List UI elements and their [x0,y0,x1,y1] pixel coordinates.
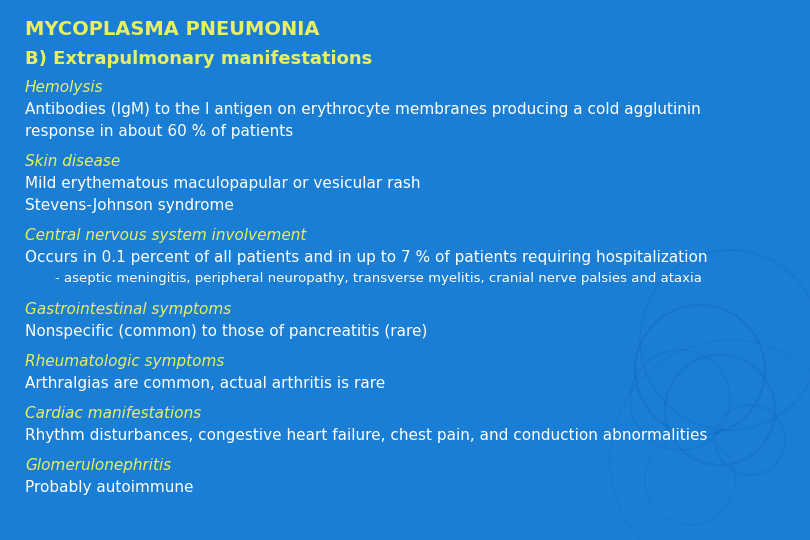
Text: Mild erythematous maculopapular or vesicular rash: Mild erythematous maculopapular or vesic… [25,176,420,191]
Text: Occurs in 0.1 percent of all patients and in up to 7 % of patients requiring hos: Occurs in 0.1 percent of all patients an… [25,250,707,265]
Text: Nonspecific (common) to those of pancreatitis (rare): Nonspecific (common) to those of pancrea… [25,324,428,339]
Text: Central nervous system involvement: Central nervous system involvement [25,228,306,243]
Text: Hemolysis: Hemolysis [25,80,104,95]
Text: Cardiac manifestations: Cardiac manifestations [25,406,201,421]
Text: Gastrointestinal symptoms: Gastrointestinal symptoms [25,302,231,317]
Text: Rhythm disturbances, congestive heart failure, chest pain, and conduction abnorm: Rhythm disturbances, congestive heart fa… [25,428,707,443]
Text: B) Extrapulmonary manifestations: B) Extrapulmonary manifestations [25,50,373,68]
Text: Glomerulonephritis: Glomerulonephritis [25,458,171,473]
Text: - aseptic meningitis, peripheral neuropathy, transverse myelitis, cranial nerve : - aseptic meningitis, peripheral neuropa… [55,272,702,285]
Text: Arthralgias are common, actual arthritis is rare: Arthralgias are common, actual arthritis… [25,376,386,391]
Text: Rheumatologic symptoms: Rheumatologic symptoms [25,354,224,369]
Text: Skin disease: Skin disease [25,154,120,169]
Text: response in about 60 % of patients: response in about 60 % of patients [25,124,293,139]
Text: Probably autoimmune: Probably autoimmune [25,480,194,495]
Text: Antibodies (IgM) to the I antigen on erythrocyte membranes producing a cold aggl: Antibodies (IgM) to the I antigen on ery… [25,102,701,117]
Text: Stevens-Johnson syndrome: Stevens-Johnson syndrome [25,198,234,213]
Text: MYCOPLASMA PNEUMONIA: MYCOPLASMA PNEUMONIA [25,20,319,39]
